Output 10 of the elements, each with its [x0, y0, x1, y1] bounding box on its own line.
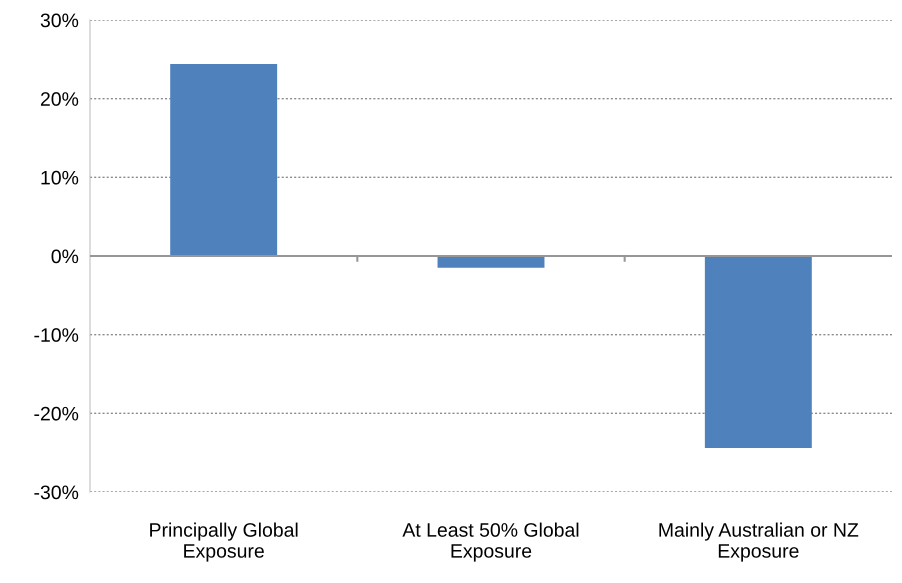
y-tick-label: -30%	[34, 485, 78, 500]
y-tick-label: 30%	[40, 13, 78, 28]
y-tick-label: 10%	[41, 170, 78, 185]
x-tick-label: Mainly Australian or NZ Exposure	[659, 522, 858, 562]
y-tick-label: -20%	[34, 406, 78, 421]
x-tick-label: Principally Global Exposure	[150, 522, 298, 562]
x-tick-label: At Least 50% Global Exposure	[402, 522, 578, 562]
y-tick-label: 0%	[52, 249, 78, 264]
y-tick-label: -10%	[34, 328, 78, 342]
y-tick-label: 20%	[40, 92, 78, 106]
